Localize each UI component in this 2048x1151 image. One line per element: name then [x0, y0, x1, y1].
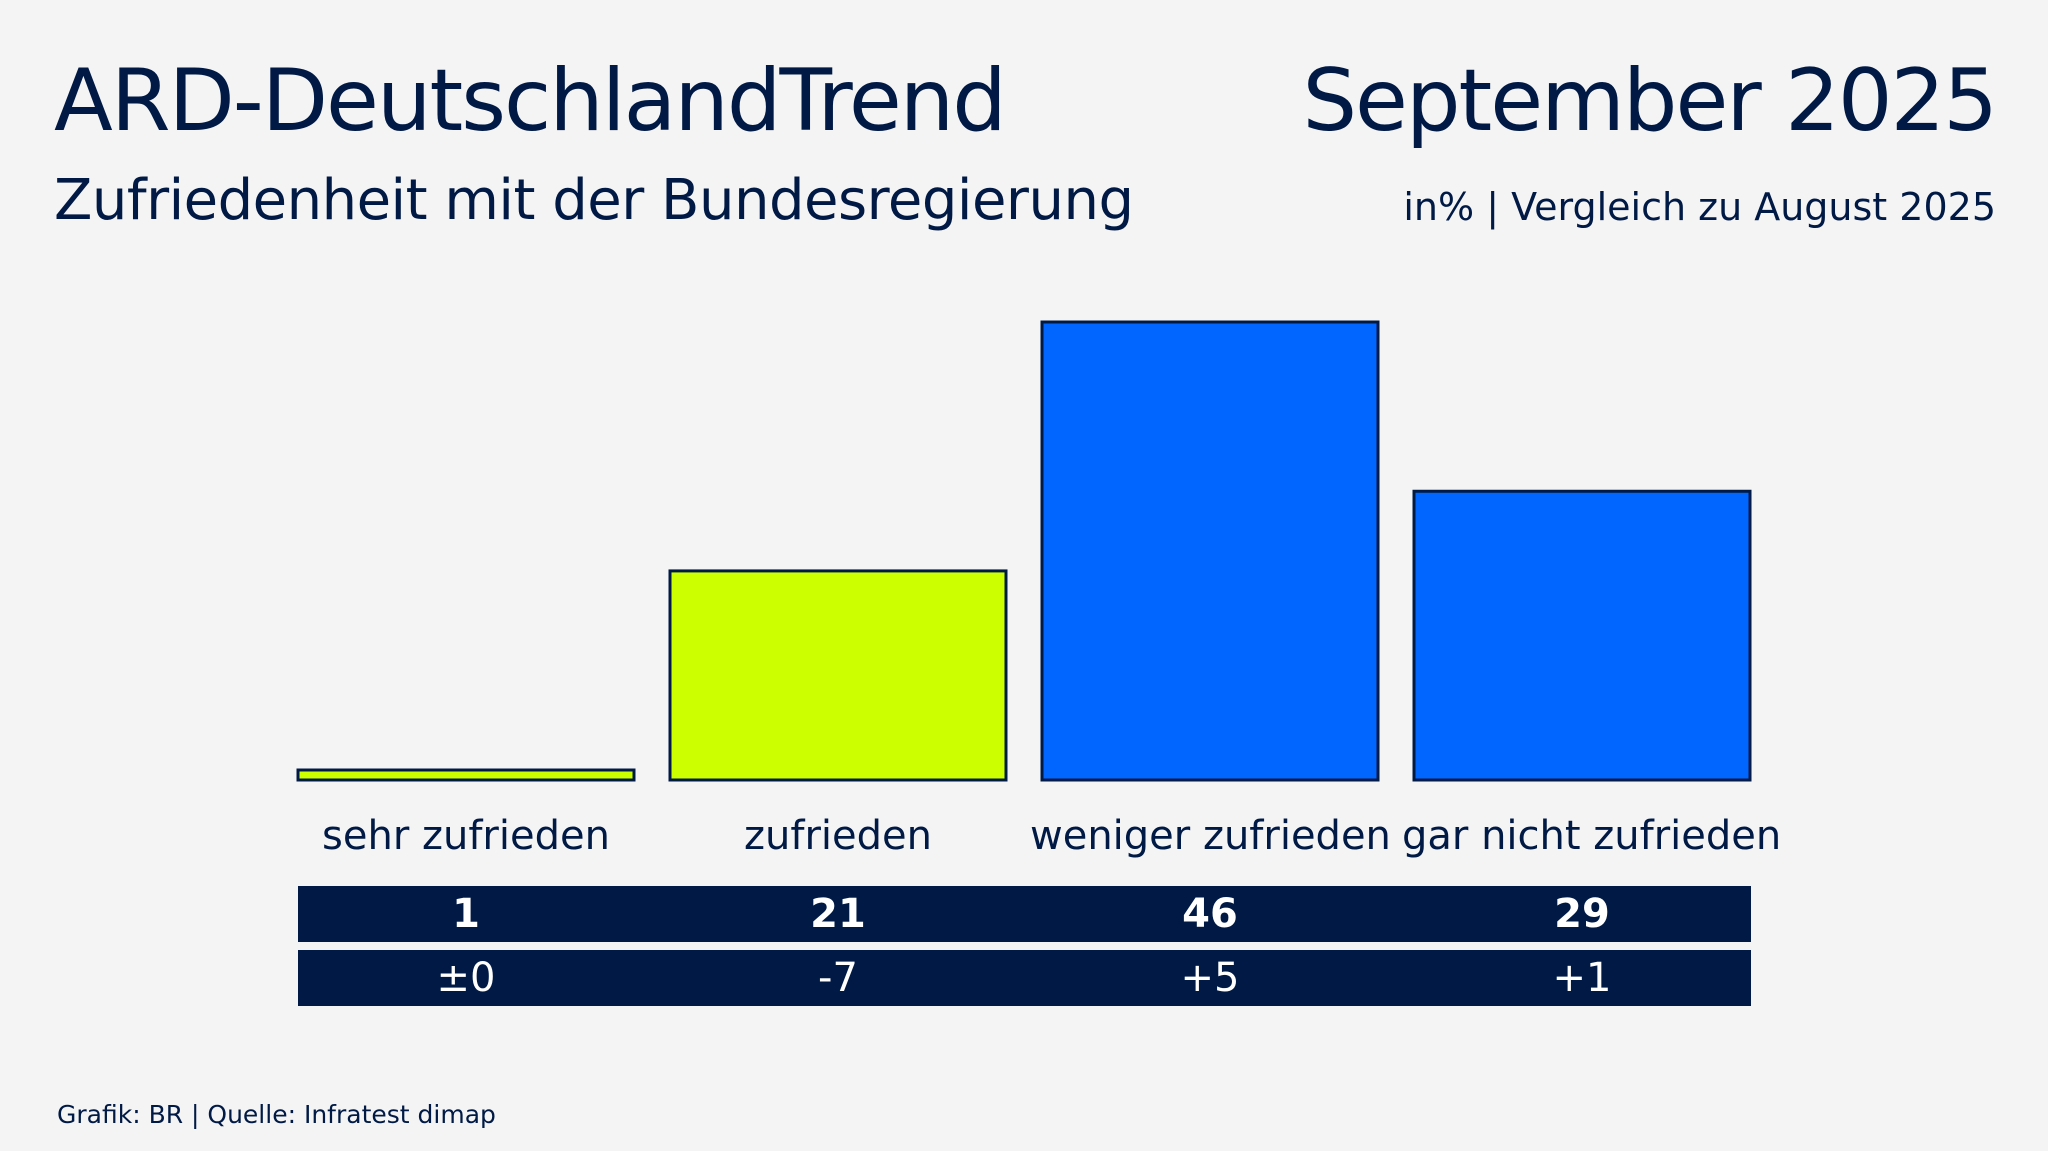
- value-label: 1: [452, 891, 480, 937]
- page-title: ARD-DeutschlandTrend: [54, 51, 1007, 151]
- bar-gar-nicht-zufrieden: [1412, 489, 1752, 782]
- value-label: 29: [1554, 891, 1610, 937]
- period-label: September 2025: [1302, 51, 1998, 151]
- change-label: +5: [1180, 955, 1240, 1001]
- chart-subtitle: Zufriedenheit mit der Bundesregierung: [54, 168, 1134, 233]
- value-label: 46: [1182, 891, 1238, 937]
- category-label: sehr zufrieden: [322, 813, 610, 859]
- change-row: ±0 -7 +5 +1: [298, 950, 1751, 1006]
- bar-weniger-zufrieden: [1040, 320, 1380, 782]
- value-label: 21: [810, 891, 866, 937]
- change-label: ±0: [436, 955, 496, 1001]
- change-label: -7: [818, 955, 858, 1001]
- bar-sehr-zufrieden: [296, 768, 636, 782]
- unit-note: in% | Vergleich zu August 2025: [1403, 185, 1996, 229]
- category-label: gar nicht zufrieden: [1402, 813, 1782, 859]
- value-row: 1 21 46 29: [298, 886, 1751, 942]
- category-label: weniger zufrieden: [1030, 813, 1391, 859]
- bar-zufrieden: [668, 569, 1008, 782]
- change-label: +1: [1552, 955, 1612, 1001]
- category-label: zufrieden: [744, 813, 932, 859]
- source-note: Grafik: BR | Quelle: Infratest dimap: [57, 1100, 496, 1129]
